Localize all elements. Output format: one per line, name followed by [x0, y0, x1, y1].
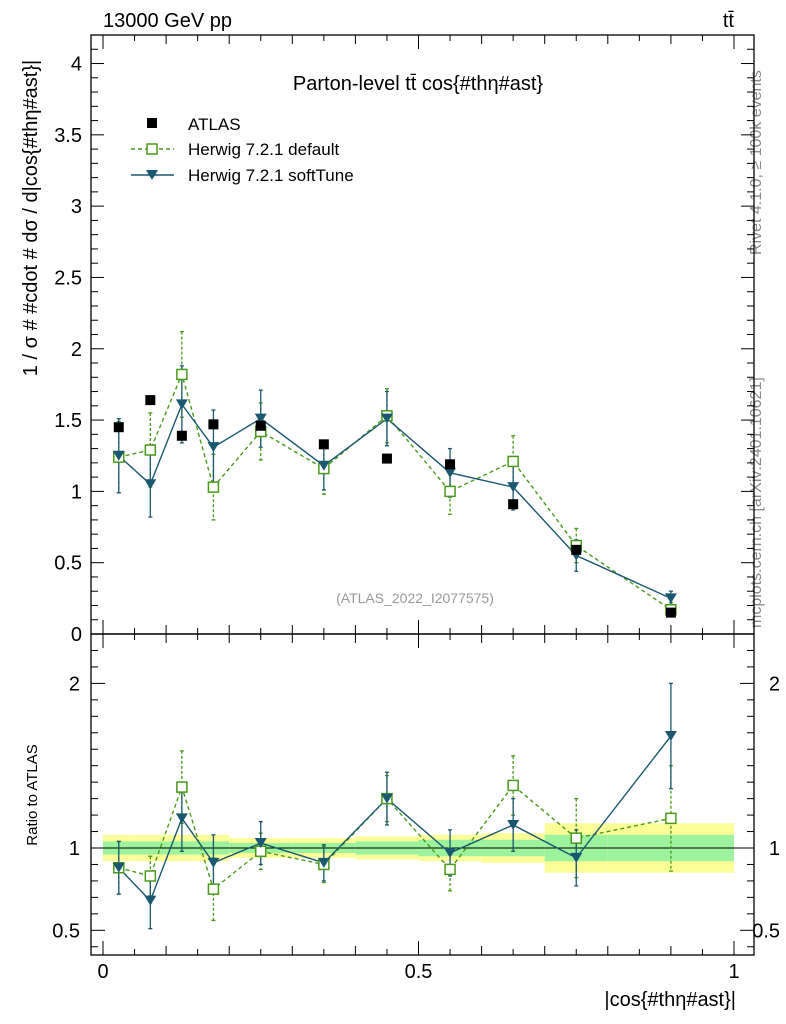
main-y-tick-label: 1: [71, 481, 82, 503]
legend-label-softtune: Herwig 7.2.1 softTune: [188, 166, 354, 185]
ratio-softtune-series-line: [118, 735, 672, 902]
ratio-default-data-point: [444, 863, 456, 876]
ratio-softtune-data-point: [444, 847, 457, 858]
softtune-data-point: [207, 442, 220, 453]
x-tick-label: 0.5: [405, 961, 433, 983]
ratio-plot-panel: 0 0.5 1 0.5 0.5 1 1 2 2: [52, 633, 780, 983]
header-energy-label: 13000 GeV pp: [103, 10, 232, 32]
ratio-softtune-data-point: [570, 852, 583, 863]
ratio-softtune-data-point: [507, 819, 520, 830]
x-axis-label: |cos{#thη#ast}|: [604, 989, 736, 1011]
analysis-watermark: (ATLAS_2022_I2077575): [336, 590, 494, 606]
ratio-softtune-data-point: [254, 838, 267, 849]
atlas-data-point: [508, 499, 519, 510]
ratio-default-data-point: [570, 832, 582, 844]
ratio-y-tick-label-right: 0.5: [752, 920, 780, 942]
ratio-default-data-point: [665, 812, 677, 825]
main-y-tick-label: 1.5: [54, 410, 82, 432]
main-plot-panel: 0 0.5 1 1.5 2 2.5 3 3.5 4: [54, 34, 755, 646]
main-y-tick-label: 2.5: [54, 267, 82, 289]
ratio-y-tick-label: 0.5: [52, 920, 80, 942]
ratio-softtune-data-point: [317, 857, 330, 868]
main-y-tick-label: 2: [71, 339, 82, 361]
default-data-point: [144, 444, 157, 456]
main-y-tick-label: 3.5: [54, 125, 82, 147]
rivet-version-label: Rivet 4.1.0, ≥ 100k events: [748, 70, 765, 255]
main-y-tick-label: 3: [71, 196, 82, 218]
atlas-data-point: [145, 395, 156, 406]
ratio-softtune-data-point: [112, 862, 125, 873]
legend-label-default: Herwig 7.2.1 default: [188, 140, 339, 159]
softtune-data-point: [507, 482, 520, 493]
softtune-data-point: [444, 467, 457, 478]
legend-label-atlas: ATLAS: [188, 115, 241, 134]
main-plot-title: Parton-level tt̄ cos{#thη#ast}: [293, 73, 543, 95]
ratio-softtune-data-point: [207, 857, 220, 868]
atlas-data-point: [381, 453, 392, 464]
softtune-data-point: [317, 460, 330, 471]
atlas-data-point: [571, 544, 582, 555]
x-tick-label: 0: [97, 961, 108, 983]
softtune-data-point: [144, 479, 157, 490]
legend-marker-default: [146, 143, 158, 155]
softtune-data-point: [254, 413, 267, 424]
legend-marker-atlas: [147, 118, 157, 128]
ratio-default-data-point: [144, 870, 157, 882]
legend: ATLAS Herwig 7.2.1 default Herwig 7.2.1 …: [131, 115, 354, 185]
main-y-tick-label: 0: [71, 624, 82, 646]
ratio-softtune-data-point: [175, 813, 188, 824]
ratio-y-tick-label-right: 1: [769, 838, 780, 860]
atlas-data-point: [208, 419, 219, 430]
atlas-data-point: [176, 430, 187, 441]
softtune-data-point: [664, 593, 677, 604]
main-y-axis-label: 1 / σ # #cdot # dσ / d|cos{#thη#ast}|: [20, 60, 42, 376]
atlas-data-point: [318, 439, 329, 450]
atlas-data-point: [255, 420, 266, 431]
default-data-point: [176, 368, 188, 381]
main-y-tick-label: 4: [71, 54, 82, 76]
ratio-default-data-point: [207, 883, 220, 895]
default-data-point: [507, 455, 519, 468]
atlas-data-point: [113, 422, 124, 433]
softtune-data-point: [175, 399, 188, 410]
atlas-data-point: [665, 607, 676, 618]
softtune-data-point: [380, 413, 393, 424]
default-data-point: [444, 485, 456, 498]
ratio-y-tick-label-right: 2: [769, 673, 780, 695]
ratio-default-data-point: [176, 781, 188, 793]
ratio-softtune-data-point: [380, 793, 393, 804]
softtune-data-point: [112, 450, 125, 461]
mcplots-reference-label: mcplots.cern.ch [arXiv:2401.10621]: [748, 377, 765, 628]
x-tick-label: 1: [728, 961, 739, 983]
legend-marker-softtune: [146, 170, 158, 180]
ratio-softtune-data-point: [664, 731, 677, 742]
ratio-softtune-data-point: [144, 895, 157, 906]
ratio-y-tick-label: 1: [69, 838, 80, 860]
ratio-default-data-point: [507, 779, 519, 792]
default-data-point: [207, 481, 220, 493]
ratio-y-tick-label: 2: [69, 673, 80, 695]
ratio-y-axis-label: Ratio to ATLAS: [24, 744, 41, 845]
atlas-data-point: [445, 459, 456, 470]
softtune-series-line: [118, 402, 672, 599]
default-series-line: [118, 372, 672, 611]
header-process-label: tt̄: [723, 10, 735, 32]
ratio-plot-frame: [90, 633, 755, 956]
main-y-tick-label: 0.5: [54, 553, 82, 575]
